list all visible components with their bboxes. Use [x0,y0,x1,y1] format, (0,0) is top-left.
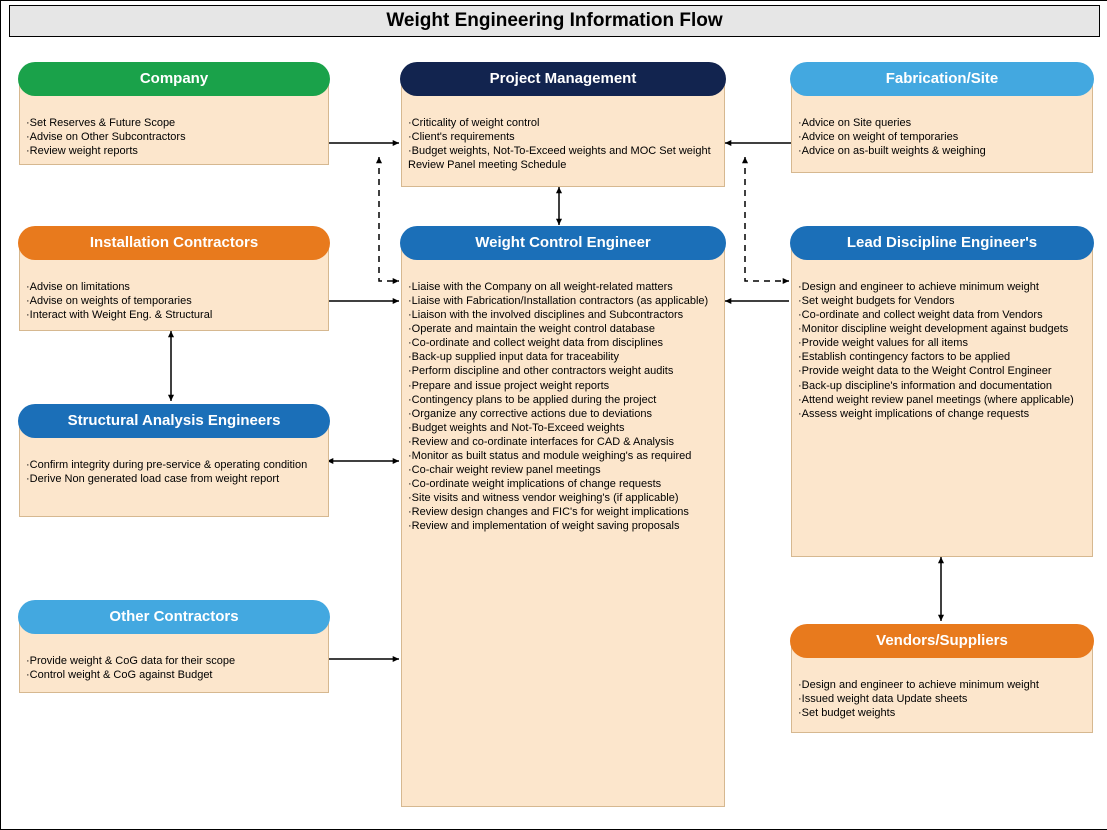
node-install: Installation Contractors·Advise on limit… [19,239,329,331]
node-header-structural: Structural Analysis Engineers [18,404,330,438]
node-header-project: Project Management [400,62,726,96]
node-body-wce: ·Liaise with the Company on all weight-r… [408,280,718,533]
node-header-install: Installation Contractors [18,226,330,260]
page-title: Weight Engineering Information Flow [386,10,722,31]
node-body-company: ·Set Reserves & Future Scope·Advise on O… [26,116,322,158]
node-body-lead: ·Design and engineer to achieve minimum … [798,280,1086,421]
title-bar: Weight Engineering Information Flow [9,5,1100,37]
node-body-structural: ·Confirm integrity during pre-service & … [26,458,322,486]
node-header-wce: Weight Control Engineer [400,226,726,260]
arrow-fabrication-to-lead-dashed [745,157,789,281]
node-body-install: ·Advise on limitations·Advise on weights… [26,280,322,322]
node-header-fabrication: Fabrication/Site [790,62,1094,96]
diagram-stage: Weight Engineering Information Flow Comp… [0,0,1107,830]
node-project: Project Management·Criticality of weight… [401,75,725,187]
node-fabrication: Fabrication/Site·Advice on Site queries·… [791,75,1093,173]
node-header-other: Other Contractors [18,600,330,634]
node-wce: Weight Control Engineer·Liaise with the … [401,239,725,807]
node-body-project: ·Criticality of weight control·Client's … [408,116,718,172]
node-company: Company·Set Reserves & Future Scope·Advi… [19,75,329,165]
node-lead: Lead Discipline Engineer's·Design and en… [791,239,1093,557]
node-header-vendors: Vendors/Suppliers [790,624,1094,658]
node-body-fabrication: ·Advice on Site queries·Advice on weight… [798,116,1086,158]
node-header-lead: Lead Discipline Engineer's [790,226,1094,260]
node-structural: Structural Analysis Engineers·Confirm in… [19,417,329,517]
node-vendors: Vendors/Suppliers·Design and engineer to… [791,637,1093,733]
node-body-other: ·Provide weight & CoG data for their sco… [26,654,322,682]
node-body-vendors: ·Design and engineer to achieve minimum … [798,678,1086,720]
node-other: Other Contractors·Provide weight & CoG d… [19,613,329,693]
node-header-company: Company [18,62,330,96]
arrow-company-to-wce-dashed [379,157,399,281]
